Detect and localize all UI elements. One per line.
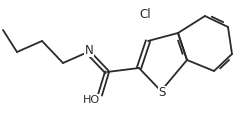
Text: HO: HO (82, 95, 100, 105)
Text: S: S (158, 87, 166, 100)
Text: N: N (85, 43, 93, 56)
Text: Cl: Cl (139, 8, 151, 21)
